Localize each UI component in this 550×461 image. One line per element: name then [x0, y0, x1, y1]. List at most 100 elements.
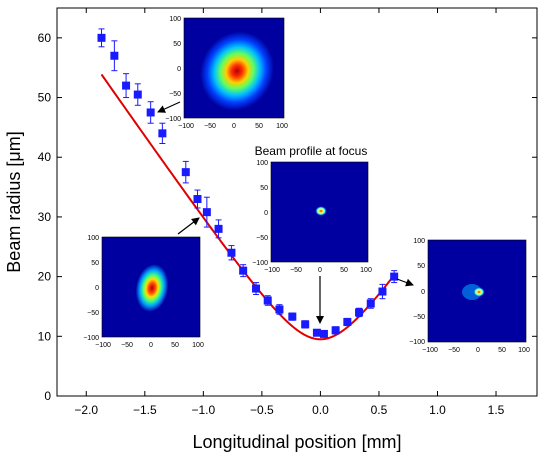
x-tick-label: −1.0: [191, 403, 215, 417]
data-point: [301, 320, 310, 329]
data-point: [133, 90, 142, 99]
data-point: [288, 312, 297, 321]
inset-tick: 50: [260, 185, 268, 192]
inset-right-border: [427, 239, 527, 343]
x-axis-ticks: −2.0 −1.5 −1.0 −0.5 0.0 0.5 1.0 1.5: [74, 8, 505, 417]
x-tick-label: 1.5: [488, 403, 505, 417]
data-points-group: [97, 28, 399, 338]
inset-right: 100 50 0 −50 −100 −100 −50 0 50 100: [409, 238, 530, 354]
inset-tick: 50: [498, 347, 506, 354]
data-point: [181, 168, 190, 177]
inset-focus: Beam profile at focus 100 50 0 −50 −100 …: [252, 144, 372, 274]
inset-tick: −50: [121, 342, 133, 349]
inset-tick: 100: [518, 347, 530, 354]
inset-tick: −100: [165, 116, 181, 123]
data-point: [202, 208, 211, 217]
data-point: [214, 224, 223, 233]
inset-upper-left-border: [183, 17, 285, 119]
x-tick-label: −2.0: [74, 403, 98, 417]
inset-tick: 100: [87, 235, 99, 242]
annotation-focus-label: Beam profile at focus: [255, 144, 368, 158]
arrow-right-inset: [396, 278, 414, 287]
data-point: [319, 329, 328, 338]
inset-tick: 50: [417, 263, 425, 270]
x-tick-label: −1.5: [133, 403, 157, 417]
data-point: [97, 33, 106, 42]
inset-tick: 50: [340, 267, 348, 274]
inset-tick: −50: [290, 267, 302, 274]
arrow-upper-left-inset: [157, 101, 181, 113]
inset-tick: 0: [95, 285, 99, 292]
y-tick-label: 50: [38, 91, 52, 105]
inset-tick: −100: [264, 267, 280, 274]
inset-tick: 0: [149, 342, 153, 349]
inset-tick: 0: [232, 123, 236, 130]
inset-tick: 100: [192, 342, 204, 349]
inset-tick: −100: [422, 347, 438, 354]
y-tick-label: 10: [38, 329, 52, 343]
inset-tick: −50: [256, 235, 268, 242]
inset-tick: 0: [177, 66, 181, 73]
inset-tick: 100: [169, 16, 181, 23]
data-point: [355, 308, 364, 317]
inset-tick: −50: [448, 347, 460, 354]
data-point: [110, 51, 119, 60]
inset-lower-left: 100 50 0 −50 −100 −100 −50 0 50 100: [83, 235, 204, 349]
inset-tick: 100: [256, 160, 268, 167]
data-point: [158, 129, 167, 138]
y-tick-label: 60: [38, 31, 52, 45]
data-point: [378, 287, 387, 296]
inset-tick: 50: [91, 260, 99, 267]
inset-focus-border: [270, 161, 369, 263]
inset-tick: 50: [173, 41, 181, 48]
data-point: [263, 296, 272, 305]
inset-lower-left-beam: [135, 264, 169, 312]
x-tick-label: 1.0: [429, 403, 446, 417]
inset-tick: 100: [276, 123, 288, 130]
inset-right-beam: [473, 287, 485, 297]
inset-upper-left-beam: [200, 31, 274, 111]
inset-tick: 100: [360, 267, 372, 274]
data-point: [390, 272, 399, 281]
data-point: [252, 284, 261, 293]
x-tick-label: 0.5: [371, 403, 388, 417]
data-point: [331, 326, 340, 335]
data-point: [275, 305, 284, 314]
data-point: [193, 195, 202, 204]
y-tick-label: 20: [38, 270, 52, 284]
inset-tick: 50: [255, 123, 263, 130]
inset-tick: 0: [264, 210, 268, 217]
x-tick-label: 0.0: [312, 403, 329, 417]
data-point: [227, 248, 236, 257]
inset-tick: −50: [204, 123, 216, 130]
y-tick-label: 0: [44, 389, 51, 403]
data-point: [366, 299, 375, 308]
inset-tick: −50: [87, 310, 99, 317]
plot-frame: [56, 7, 538, 397]
inset-tick: 0: [476, 347, 480, 354]
y-axis-title: Beam radius [μm]: [4, 131, 24, 272]
inset-upper-left: 100 50 0 −50 −100 −100 −50 0 50 100: [165, 16, 288, 130]
inset-tick: −100: [178, 123, 194, 130]
data-point: [122, 81, 131, 90]
inset-tick: 0: [318, 267, 322, 274]
inset-tick: −100: [409, 339, 425, 346]
x-axis-title: Longitudinal position [mm]: [192, 432, 401, 452]
data-point: [239, 266, 248, 275]
inset-tick: −100: [83, 335, 99, 342]
arrow-lower-left-inset: [177, 217, 200, 235]
fit-curve: [100, 73, 395, 341]
inset-tick: 50: [171, 342, 179, 349]
x-tick-label: −0.5: [250, 403, 274, 417]
data-point: [146, 108, 155, 117]
inset-tick: −100: [252, 260, 268, 267]
y-axis-ticks: 0 10 20 30 40 50 60: [38, 31, 537, 403]
inset-tick: −50: [413, 314, 425, 321]
data-point: [312, 328, 321, 337]
inset-tick: 100: [413, 238, 425, 245]
inset-lower-left-border: [101, 236, 201, 338]
inset-tick: −100: [95, 342, 111, 349]
data-point: [343, 317, 352, 326]
y-tick-label: 30: [38, 210, 52, 224]
